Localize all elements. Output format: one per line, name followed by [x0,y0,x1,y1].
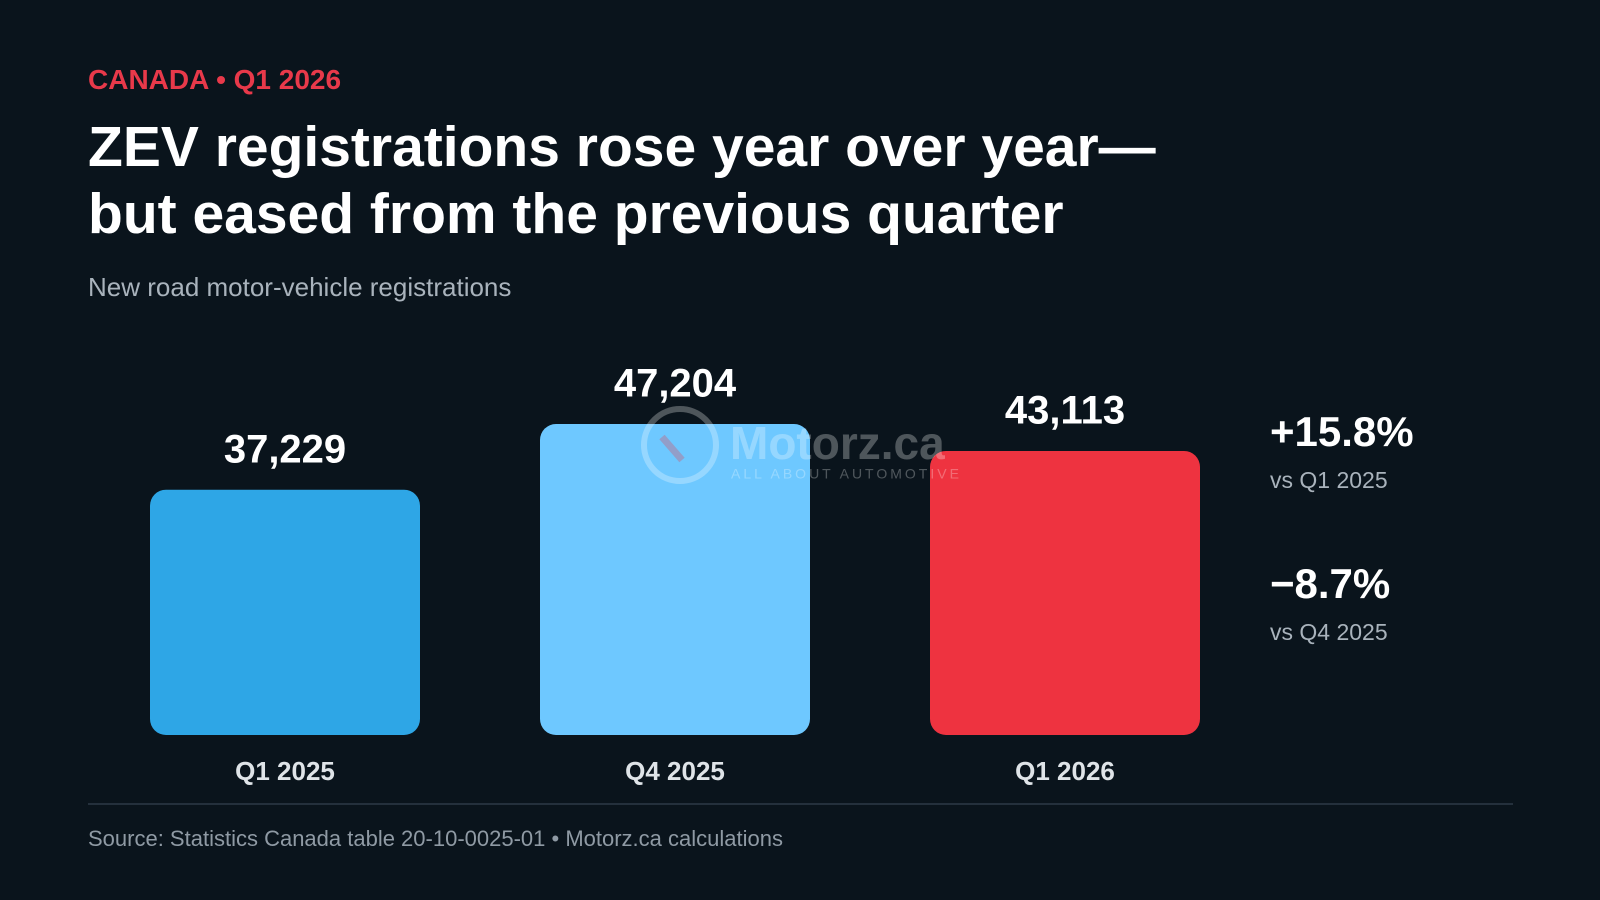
x-tick-label: Q4 2025 [625,756,725,786]
value-label: 47,204 [614,362,737,406]
x-tick-label: Q1 2026 [1015,756,1115,786]
value-label: 43,113 [1005,389,1125,433]
watermark-tagline: ALL ABOUT AUTOMOTIVE [731,466,962,482]
value-label: 37,229 [224,427,346,471]
annotation-value: −8.7% [1270,560,1390,607]
watermark-needle [659,434,685,463]
bar [540,424,810,735]
annotation-note: vs Q1 2025 [1270,467,1388,493]
kicker: CANADA • Q1 2026 [88,64,342,95]
watermark: Motorz.ca ALL ABOUT AUTOMOTIVE [641,406,962,484]
bar [150,489,420,735]
bar [930,450,1200,735]
subtitle: New road motor-vehicle registrations [88,272,512,302]
chart-title: ZEV registrations rose year over year—bu… [88,115,1156,246]
annotation-value: +15.8% [1270,408,1414,455]
watermark-name: Motorz.ca [730,417,945,469]
source: Source: Statistics Canada table 20-10-00… [88,826,783,851]
watermark-logo [641,406,719,484]
x-tick-label: Q1 2025 [235,756,335,786]
annotation-note: vs Q4 2025 [1270,619,1388,645]
